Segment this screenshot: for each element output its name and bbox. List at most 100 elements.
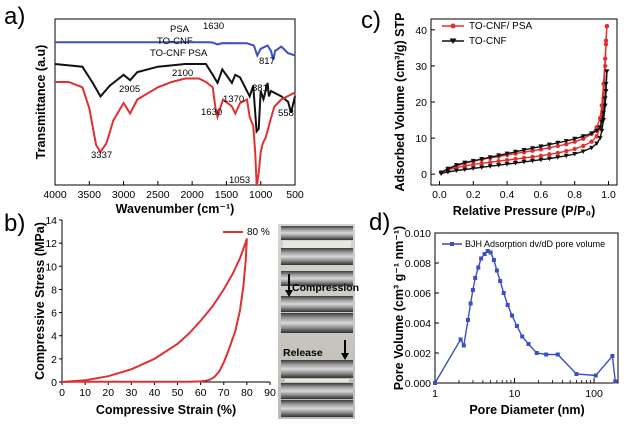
panel-d-ticks: 1 10 100 0.000 0.002 0.004 0.006 0.008 0.010 <box>405 228 603 400</box>
panel-a-x-tick-label: 2500 <box>146 189 170 201</box>
arrow-down-icon <box>285 274 293 297</box>
series-point-bjh <box>433 381 437 385</box>
series-point-to-cnf <box>602 96 608 101</box>
panel-c-y-tick-label: 20 <box>415 97 427 109</box>
panel-b-series <box>61 238 248 383</box>
annotation-1370: 1370 <box>223 94 244 105</box>
series-point-to-cnf <box>597 136 603 141</box>
panel-a-y-label: Transmittance (a.u) <box>34 45 48 160</box>
annotation-psa: PSA <box>170 24 190 35</box>
series-point-to-cnf <box>589 145 595 151</box>
panel-d-frame <box>434 232 619 384</box>
panel-c-x-tick-label: 0.6 <box>534 189 549 201</box>
series-point-to-cnf <box>513 160 519 166</box>
panel-a-x-tick-label: 4000 <box>43 189 67 201</box>
panel-d-x-label: Pore Diameter (nm) <box>469 403 584 417</box>
series-point-to-cnf <box>529 158 535 164</box>
series-point-to-cnf <box>479 165 485 170</box>
panel-b-x-tick-label: 80 <box>241 387 253 399</box>
label-release: Release <box>283 347 323 359</box>
series-point-bjh <box>610 354 615 358</box>
photo-plate-5 <box>281 313 353 333</box>
series-point-to-cnf-psa <box>603 42 609 47</box>
series-point-to-cnf <box>572 151 578 157</box>
series-point-bjh <box>491 258 496 262</box>
series-point-to-cnf-psa <box>572 146 577 152</box>
panel-b-x-tick-label: 40 <box>149 387 161 399</box>
panel-a-x-ticks: 4000 3500 3000 2500 2000 1500 1000 500 <box>43 181 304 201</box>
panel-c-x-tick-label: 0.0 <box>432 189 447 201</box>
series-point-to-cnf-psa <box>530 154 535 160</box>
panel-d-legend: BJH Adsorption dv/dD pore volume <box>442 239 605 249</box>
series-point-bjh <box>488 250 493 255</box>
series-point-to-cnf <box>479 157 485 162</box>
panel-b-y-tick-label: 14 <box>45 215 57 227</box>
series-point-to-cnf <box>513 149 519 155</box>
series-point-to-cnf <box>445 170 451 175</box>
series-point-to-cnf <box>470 166 476 171</box>
series-point-to-cnf-psa <box>581 143 586 149</box>
panel-c-y-label: Adsorbed Volume (cm³/g) STP <box>393 13 407 192</box>
series-point-to-cnf <box>445 166 451 172</box>
panel-a-x-tick-label: 500 <box>286 189 304 201</box>
series-point-bjh <box>613 379 618 384</box>
panel-d-x-tick-label: 1 <box>432 388 438 400</box>
series-point-to-cnf <box>599 128 605 134</box>
series-line-to-cnf <box>54 63 296 135</box>
annotation-1630-top: 1630 <box>203 21 224 32</box>
series-point-bjh <box>514 324 519 328</box>
panel-b-y-tick-label: 2 <box>51 354 57 366</box>
panel-b-y-tick-label: 6 <box>51 308 57 320</box>
series-point-to-cnf-psa <box>488 160 493 165</box>
legend-marker-to-cnf <box>449 38 457 44</box>
series-line-to-cnf-psa <box>55 77 296 185</box>
series-point-to-cnf-psa <box>572 139 577 144</box>
panel-d-series <box>433 249 618 385</box>
legend-marker-bjh <box>450 242 454 246</box>
series-point-to-cnf <box>599 119 605 125</box>
series-point-to-cnf <box>496 153 502 158</box>
series-point-to-cnf <box>580 134 586 139</box>
panel-b-x-tick-label: 0 <box>59 387 65 399</box>
panel-b-x-tick-label: 70 <box>218 387 230 399</box>
legend-label-80: 80 % <box>247 227 270 238</box>
legend-label-to-cnf: TO-CNF <box>469 36 507 47</box>
series-point-to-cnf-psa <box>555 143 560 149</box>
series-point-to-cnf <box>438 170 444 176</box>
series-point-to-cnf-psa <box>603 56 608 61</box>
series-point-to-cnf <box>462 160 468 166</box>
photo-plate-6 <box>281 360 353 378</box>
series-point-to-cnf-psa <box>547 145 552 150</box>
annotation-3337: 3337 <box>91 150 112 161</box>
series-point-to-cnf <box>563 138 569 144</box>
panel-d-x-tick-label: 10 <box>509 388 521 400</box>
panel-d-y-tick-label: 0.008 <box>405 258 431 270</box>
series-line-psa <box>55 41 296 61</box>
annotation-558: 558 <box>278 108 294 119</box>
series-point-to-cnf <box>602 103 608 109</box>
photo-sample-2 <box>285 379 349 382</box>
series-point-to-cnf <box>538 144 544 149</box>
series-point-to-cnf <box>453 163 459 168</box>
annotation-to-cnf: TO-CNF <box>157 36 193 47</box>
series-point-bjh <box>501 291 506 295</box>
series-point-bjh <box>485 249 490 253</box>
series-point-bjh <box>476 265 481 270</box>
panel-b-y-tick-label: 12 <box>45 238 57 250</box>
series-point-to-cnf-psa <box>564 148 569 154</box>
panel-c-x-tick-label: 0.4 <box>500 189 515 201</box>
panel-a-frame <box>54 18 296 186</box>
panel-b-x-label: Compressive Strain (%) <box>96 403 236 417</box>
series-point-to-cnf <box>504 151 510 157</box>
annotation-1053: 1053 <box>229 175 250 186</box>
photo-plate-3 <box>281 271 353 286</box>
panel-b-compression: 0 10 20 30 40 50 60 70 80 90 0 2 4 6 8 10 12 14 80 % Comp… <box>33 215 276 417</box>
panel-d-x-tick-label: 100 <box>585 388 603 400</box>
series-point-to-cnf-psa <box>603 63 608 69</box>
panel-a-x-tick-label: 1000 <box>249 189 273 201</box>
panel-b-y-label: Compressive Stress (MPa) <box>33 222 47 380</box>
panel-b-x-tick-label: 10 <box>79 387 91 399</box>
panel-a-x-tick-label: 1500 <box>215 189 239 201</box>
series-point-to-cnf-psa <box>504 157 510 163</box>
